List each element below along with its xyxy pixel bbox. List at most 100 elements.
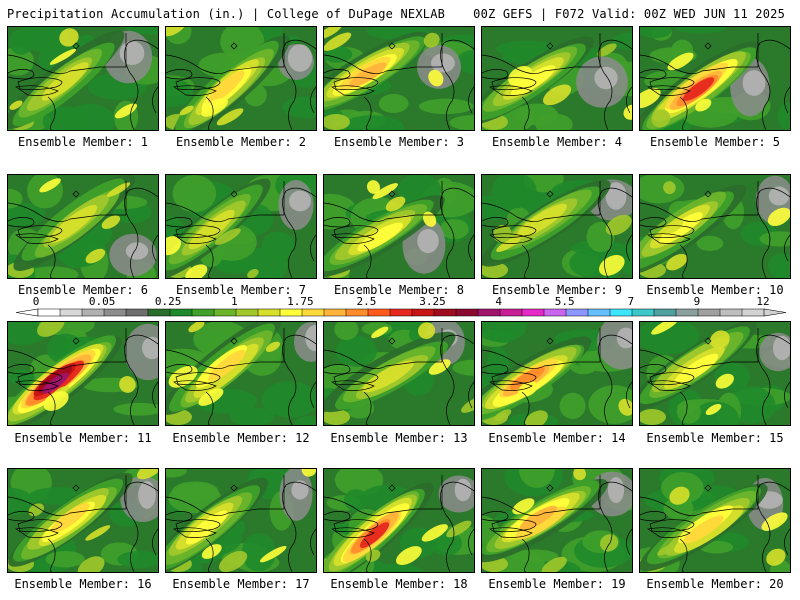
precip-map [640,322,790,425]
colorbar-swatch [653,308,677,317]
colorbar-tick-label: 1.75 [287,295,314,308]
colorbar-swatch [719,308,743,317]
panel-member-12 [165,321,317,426]
colorbar-swatch [389,308,413,317]
panel-member-18 [323,468,475,573]
colorbar-tick-label: 5.5 [554,295,575,308]
panel-label-16: Ensemble Member: 16 [14,577,152,591]
colorbar-swatch [37,308,61,317]
colorbar-right-arrow [763,308,787,317]
panel-member-6 [7,174,159,279]
run-valid-time: 00Z GEFS | F072 Valid: 00Z WED JUN 11 20… [473,7,785,21]
precip-map [482,175,632,278]
panel-label-6: Ensemble Member: 6 [17,283,149,297]
precip-map [166,469,316,572]
colorbar-swatch [499,308,523,317]
panel-label-4: Ensemble Member: 4 [491,135,623,149]
precip-map [8,469,158,572]
precip-map [166,27,316,130]
panel-label-17: Ensemble Member: 17 [172,577,310,591]
panel-member-7 [165,174,317,279]
panel-label-20: Ensemble Member: 20 [646,577,784,591]
panel-member-11 [7,321,159,426]
colorbar-swatch [59,308,83,317]
panel-member-8 [323,174,475,279]
precip-map [482,469,632,572]
panel-label-8: Ensemble Member: 8 [333,283,465,297]
colorbar-tick-label: 2.5 [356,295,377,308]
precip-map [324,27,474,130]
precip-map [482,27,632,130]
precip-map [324,175,474,278]
colorbar-swatch [565,308,589,317]
colorbar-swatch [257,308,281,317]
panel-member-5 [639,26,791,131]
colorbar-tick-label: 0.25 [154,295,182,308]
colorbar-tick-label: 1 [230,295,238,308]
precip-map [324,469,474,572]
panel-label-7: Ensemble Member: 7 [175,283,307,297]
colorbar-swatch [279,308,303,317]
colorbar-swatch [345,308,369,317]
colorbar-swatch [103,308,127,317]
precip-map [166,175,316,278]
panel-member-14 [481,321,633,426]
precip-map [640,175,790,278]
colorbar-tick-label: 7 [627,295,635,308]
colorbar-swatch [323,308,347,317]
panel-member-9 [481,174,633,279]
precip-map [640,469,790,572]
precip-map [324,322,474,425]
panel-label-14: Ensemble Member: 14 [488,431,626,445]
panel-label-3: Ensemble Member: 3 [333,135,465,149]
colorbar-swatch [741,308,765,317]
panel-label-18: Ensemble Member: 18 [330,577,468,591]
panel-member-19 [481,468,633,573]
colorbar-swatch [433,308,457,317]
colorbar-tick-label: 3.25 [419,295,446,308]
colorbar-tick-label: 0.05 [88,295,116,308]
colorbar-swatch [477,308,501,317]
colorbar-graphic [15,308,787,317]
colorbar: 0 0.05 0.25 1 1.75 2.5 3.25 4 5.5 7 9 12 [0,295,800,322]
colorbar-swatch [301,308,325,317]
panel-label-19: Ensemble Member: 19 [488,577,626,591]
precip-map [166,322,316,425]
colorbar-swatch [235,308,259,317]
colorbar-swatch [169,308,193,317]
colorbar-tick-label: 9 [693,295,701,308]
panel-member-10 [639,174,791,279]
precip-map [640,27,790,130]
colorbar-swatch [81,308,105,317]
panel-member-16 [7,468,159,573]
panel-label-11: Ensemble Member: 11 [14,431,152,445]
colorbar-swatch [675,308,699,317]
colorbar-swatch [367,308,391,317]
colorbar-swatch [411,308,435,317]
precip-map [8,27,158,130]
panel-label-1: Ensemble Member: 1 [17,135,149,149]
panel-label-13: Ensemble Member: 13 [330,431,468,445]
colorbar-swatch [455,308,479,317]
panel-member-20 [639,468,791,573]
colorbar-swatch [125,308,149,317]
colorbar-tick-label: 4 [495,295,502,308]
panel-member-3 [323,26,475,131]
colorbar-swatch [631,308,655,317]
colorbar-swatch [587,308,611,317]
precip-map [8,175,158,278]
colorbar-left-arrow [15,308,39,317]
panel-label-15: Ensemble Member: 15 [646,431,784,445]
precip-map [482,322,632,425]
precip-map [8,322,158,425]
panel-member-13 [323,321,475,426]
colorbar-swatch [521,308,545,317]
colorbar-swatch [543,308,567,317]
panel-label-5: Ensemble Member: 5 [649,135,781,149]
colorbar-tick-label: 0 [32,295,40,308]
colorbar-swatch [191,308,215,317]
panel-member-17 [165,468,317,573]
panel-label-2: Ensemble Member: 2 [175,135,307,149]
panel-label-9: Ensemble Member: 9 [491,283,623,297]
panel-label-12: Ensemble Member: 12 [172,431,310,445]
